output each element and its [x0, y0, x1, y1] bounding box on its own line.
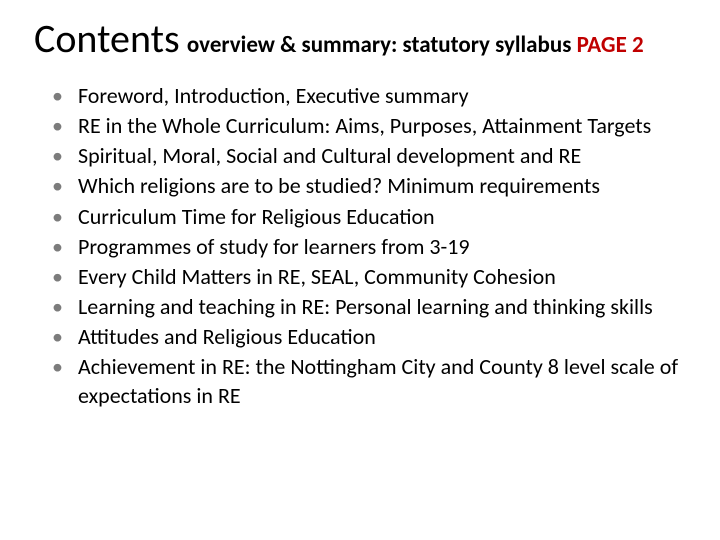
- list-item: Spiritual, Moral, Social and Cultural de…: [64, 142, 686, 170]
- title-subtitle: overview & summary: statutory syllabus: [187, 31, 577, 59]
- list-item: Achievement in RE: the Nottingham City a…: [64, 353, 686, 409]
- slide: Contents overview & summary: statutory s…: [0, 0, 720, 540]
- list-item: Every Child Matters in RE, SEAL, Communi…: [64, 263, 686, 291]
- list-item: RE in the Whole Curriculum: Aims, Purpos…: [64, 112, 686, 140]
- list-item: Which religions are to be studied? Minim…: [64, 172, 686, 200]
- list-item: Programmes of study for learners from 3-…: [64, 233, 686, 261]
- title-page-number: PAGE 2: [577, 31, 644, 59]
- list-item: Attitudes and Religious Education: [64, 323, 686, 351]
- list-item: Learning and teaching in RE: Personal le…: [64, 293, 686, 321]
- title-main: Contents: [34, 14, 180, 63]
- contents-list: Foreword, Introduction, Executive summar…: [34, 82, 686, 410]
- slide-title: Contents overview & summary: statutory s…: [34, 18, 686, 60]
- list-item: Foreword, Introduction, Executive summar…: [64, 82, 686, 110]
- list-item: Curriculum Time for Religious Education: [64, 203, 686, 231]
